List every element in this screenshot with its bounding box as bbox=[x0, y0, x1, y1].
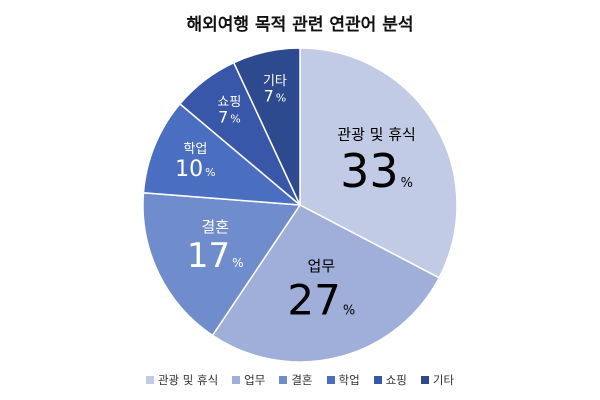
pie-slice-2 bbox=[211, 204, 441, 363]
legend-label: 업무 bbox=[244, 373, 266, 387]
slice-label-6: 기타 bbox=[263, 74, 287, 89]
legend-swatch bbox=[232, 376, 241, 384]
legend-item-5: 쇼핑 bbox=[373, 372, 407, 388]
legend-label: 관광 및 휴식 bbox=[157, 373, 219, 387]
legend-item-3: 결혼 bbox=[279, 372, 313, 388]
legend-swatch bbox=[373, 376, 382, 384]
legend-item-1: 관광 및 휴식 bbox=[145, 372, 219, 388]
slice-label-1: 관광 및 휴식 bbox=[337, 125, 416, 143]
legend-item-2: 업무 bbox=[232, 372, 265, 388]
slice-label-3: 결혼 bbox=[201, 218, 229, 236]
legend-swatch bbox=[326, 376, 335, 384]
legend-label: 기타 bbox=[432, 373, 455, 387]
slice-value-2: 27% bbox=[287, 276, 355, 325]
legend-swatch bbox=[145, 376, 154, 384]
slice-value-1: 33% bbox=[340, 144, 413, 198]
legend-swatch bbox=[420, 376, 429, 384]
slice-label-2: 업무 bbox=[307, 257, 335, 275]
slice-value-5: 7% bbox=[218, 108, 241, 127]
legend-label: 쇼핑 bbox=[385, 373, 407, 387]
slice-value-4: 10% bbox=[175, 157, 215, 182]
slice-label-4: 학업 bbox=[183, 142, 207, 157]
legend-label: 학업 bbox=[338, 373, 360, 387]
legend-item-4: 학업 bbox=[326, 372, 360, 388]
legend-item-6: 기타 bbox=[420, 372, 455, 388]
pie-slice-6 bbox=[232, 47, 301, 206]
slice-value-3: 17% bbox=[187, 236, 244, 276]
chart-title: 해외여행 목적 관련 연관어 분석 bbox=[186, 15, 414, 35]
slice-value-6: 7% bbox=[264, 86, 287, 105]
slice-label-5: 쇼핑 bbox=[217, 95, 241, 110]
legend-label: 결혼 bbox=[291, 373, 313, 387]
pie-slice-1 bbox=[299, 47, 458, 279]
legend-swatch bbox=[279, 376, 288, 384]
pie-slice-3 bbox=[142, 191, 302, 337]
legend: 관광 및 휴식 업무 결혼 학업 쇼핑 기타 bbox=[0, 372, 600, 388]
pie-slice-4 bbox=[142, 102, 303, 206]
